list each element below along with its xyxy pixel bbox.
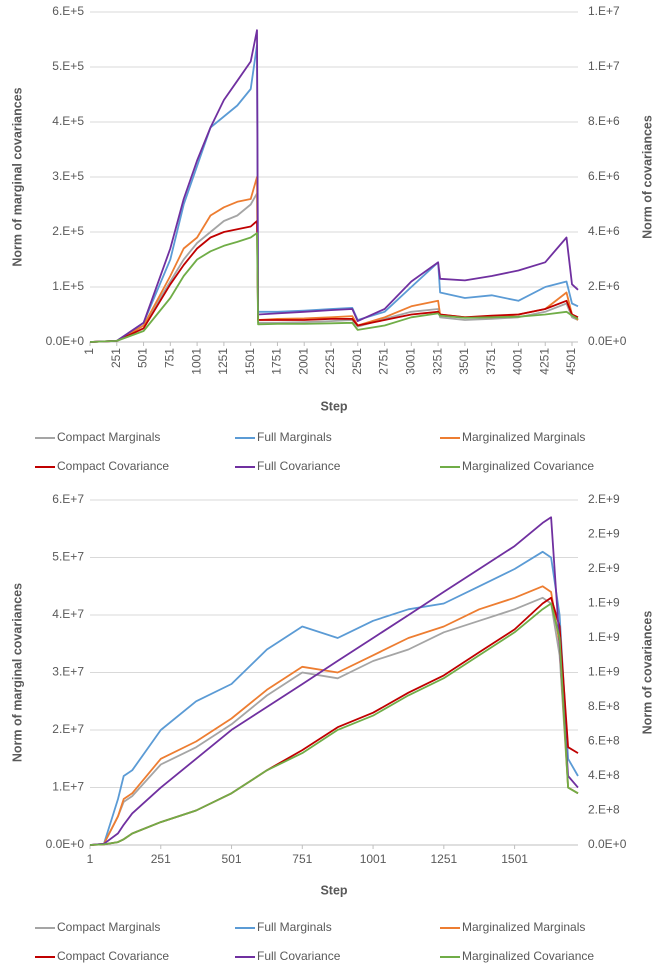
y-tick-label: 3.E+5 xyxy=(52,169,84,183)
x-tick-label: 751 xyxy=(292,852,312,866)
y2-tick-label: 1.E+7 xyxy=(588,4,620,18)
y2-axis-title: Norm of covariances xyxy=(640,115,654,239)
x-tick-label: 251 xyxy=(109,348,123,368)
x-tick-label: 2251 xyxy=(323,348,337,375)
x-tick-label: 4001 xyxy=(511,348,525,375)
legend-label: Compact Marginals xyxy=(57,430,160,444)
y-tick-label: 3.E+7 xyxy=(52,665,84,679)
y-tick-label: 6.E+7 xyxy=(52,492,84,506)
legend-label: Compact Covariance xyxy=(57,949,169,963)
series-line xyxy=(89,516,579,846)
y2-tick-label: 4.E+8 xyxy=(588,768,620,782)
x-tick-label: 1001 xyxy=(189,348,203,375)
x-tick-label: 2501 xyxy=(350,348,364,375)
y-tick-label: 5.E+5 xyxy=(52,59,84,73)
x-tick-label: 3751 xyxy=(484,348,498,375)
legend-label: Marginalized Covariance xyxy=(462,949,594,963)
y2-tick-label: 0.0E+0 xyxy=(588,334,627,348)
y-tick-label: 2.E+7 xyxy=(52,722,84,736)
y-tick-label: 4.E+5 xyxy=(52,114,84,128)
x-tick-label: 1501 xyxy=(243,348,257,375)
x-tick-label: 1001 xyxy=(360,852,387,866)
y2-tick-label: 8.E+6 xyxy=(588,114,620,128)
x-tick-label: 1501 xyxy=(501,852,528,866)
series-line xyxy=(89,232,579,343)
series-line xyxy=(89,585,579,846)
legend-label: Marginalized Covariance xyxy=(462,459,594,473)
y-tick-label: 4.E+7 xyxy=(52,607,84,621)
series-line xyxy=(89,550,579,846)
x-tick-label: 4251 xyxy=(537,348,551,375)
y-tick-label: 0.0E+0 xyxy=(46,837,85,851)
y2-tick-label: 0.0E+0 xyxy=(588,837,627,851)
x-tick-label: 251 xyxy=(151,852,171,866)
x-tick-label: 3251 xyxy=(430,348,444,375)
x-tick-label: 4501 xyxy=(564,348,578,375)
legend-label: Compact Covariance xyxy=(57,459,169,473)
legend-label: Marginalized Marginals xyxy=(462,430,585,444)
x-axis-title: Step xyxy=(320,399,347,413)
y-tick-label: 5.E+7 xyxy=(52,550,84,564)
y-tick-label: 0.0E+0 xyxy=(46,334,85,348)
y2-tick-label: 6.E+8 xyxy=(588,734,620,748)
y-axis-title: Norm of marginal covariances xyxy=(10,87,24,266)
x-tick-label: 1 xyxy=(82,348,96,355)
y2-axis-title: Norm of covariances xyxy=(640,611,654,735)
y-tick-label: 2.E+5 xyxy=(52,224,84,238)
x-tick-label: 3501 xyxy=(457,348,471,375)
legend-label: Marginalized Marginals xyxy=(462,920,585,934)
x-tick-label: 3001 xyxy=(404,348,418,375)
legend-label: Full Marginals xyxy=(257,920,332,934)
y2-tick-label: 2.E+9 xyxy=(588,492,620,506)
legend-label: Full Covariance xyxy=(257,459,341,473)
series-line xyxy=(89,596,579,846)
series-line xyxy=(89,29,579,343)
y2-tick-label: 4.E+6 xyxy=(588,224,620,238)
x-tick-label: 501 xyxy=(222,852,242,866)
y2-tick-label: 8.E+8 xyxy=(588,699,620,713)
series-line xyxy=(89,602,579,846)
x-tick-label: 751 xyxy=(163,348,177,368)
y2-tick-label: 1.E+7 xyxy=(588,59,620,73)
x-tick-label: 1 xyxy=(87,852,94,866)
x-tick-label: 2751 xyxy=(377,348,391,375)
x-tick-label: 1751 xyxy=(270,348,284,375)
legend-label: Full Marginals xyxy=(257,430,332,444)
y2-tick-label: 1.E+9 xyxy=(588,665,620,679)
y-tick-label: 1.E+7 xyxy=(52,780,84,794)
series-line xyxy=(89,192,579,343)
y2-tick-label: 2.E+9 xyxy=(588,561,620,575)
series-line xyxy=(89,44,579,343)
y-axis-title: Norm of marginal covariances xyxy=(10,583,24,762)
x-tick-label: 2001 xyxy=(296,348,310,375)
x-tick-label: 1251 xyxy=(430,852,457,866)
x-tick-label: 1251 xyxy=(216,348,230,375)
y2-tick-label: 2.E+9 xyxy=(588,527,620,541)
y2-tick-label: 6.E+6 xyxy=(588,169,620,183)
y-tick-label: 1.E+5 xyxy=(52,279,84,293)
y2-tick-label: 2.E+8 xyxy=(588,803,620,817)
series-line xyxy=(89,596,579,846)
y-tick-label: 6.E+5 xyxy=(52,4,84,18)
x-axis-title: Step xyxy=(320,883,347,897)
x-tick-label: 501 xyxy=(136,348,150,368)
y2-tick-label: 2.E+6 xyxy=(588,279,620,293)
series-line xyxy=(89,220,579,343)
legend-label: Full Covariance xyxy=(257,949,341,963)
y2-tick-label: 1.E+9 xyxy=(588,630,620,644)
y2-tick-label: 1.E+9 xyxy=(588,596,620,610)
legend-label: Compact Marginals xyxy=(57,920,160,934)
